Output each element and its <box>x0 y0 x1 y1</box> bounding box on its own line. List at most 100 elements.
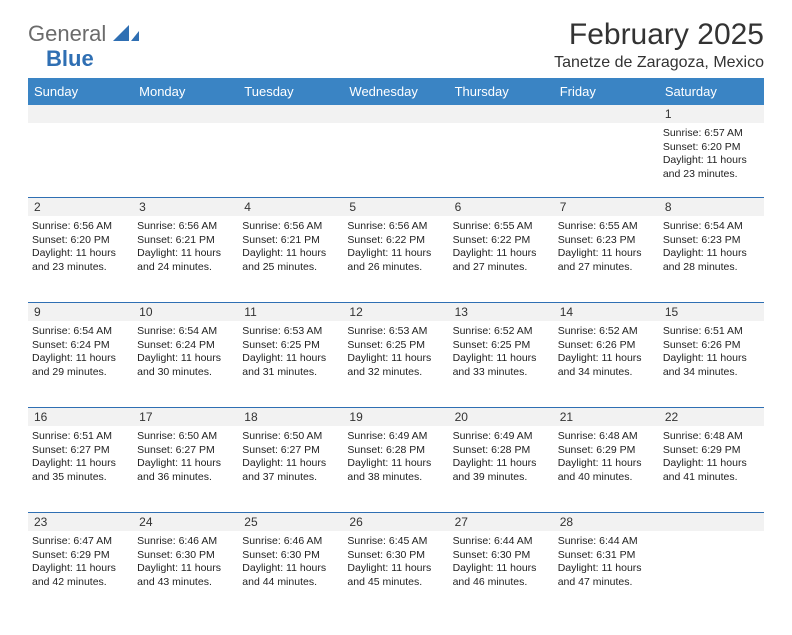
sunset-text: Sunset: 6:25 PM <box>242 339 339 353</box>
day-cell <box>343 123 448 197</box>
day-cell: Sunrise: 6:48 AMSunset: 6:29 PMDaylight:… <box>554 426 659 512</box>
dl1-text: Daylight: 11 hours <box>558 247 655 261</box>
header: General Blue February 2025 Tanetze de Za… <box>28 18 764 72</box>
day-cell: Sunrise: 6:55 AMSunset: 6:23 PMDaylight:… <box>554 216 659 302</box>
logo: General Blue <box>28 21 139 72</box>
sunset-text: Sunset: 6:20 PM <box>32 234 129 248</box>
month-title: February 2025 <box>554 18 764 52</box>
dl1-text: Daylight: 11 hours <box>137 562 234 576</box>
day-number: 5 <box>343 198 448 216</box>
dl1-text: Daylight: 11 hours <box>453 457 550 471</box>
day-number <box>133 105 238 123</box>
day-header-cell: Monday <box>133 78 238 105</box>
day-number: 24 <box>133 513 238 531</box>
week-row: Sunrise: 6:57 AMSunset: 6:20 PMDaylight:… <box>28 123 764 197</box>
sunrise-text: Sunrise: 6:46 AM <box>242 535 339 549</box>
sunrise-text: Sunrise: 6:54 AM <box>663 220 760 234</box>
sunrise-text: Sunrise: 6:57 AM <box>663 127 760 141</box>
dl2-text: and 28 minutes. <box>663 261 760 275</box>
day-number: 28 <box>554 513 659 531</box>
sunrise-text: Sunrise: 6:48 AM <box>558 430 655 444</box>
day-cell: Sunrise: 6:51 AMSunset: 6:27 PMDaylight:… <box>28 426 133 512</box>
day-number <box>238 105 343 123</box>
day-number-row: 9101112131415 <box>28 303 764 321</box>
dl2-text: and 26 minutes. <box>347 261 444 275</box>
day-cell: Sunrise: 6:49 AMSunset: 6:28 PMDaylight:… <box>343 426 448 512</box>
sunset-text: Sunset: 6:27 PM <box>32 444 129 458</box>
sunrise-text: Sunrise: 6:45 AM <box>347 535 444 549</box>
dl1-text: Daylight: 11 hours <box>453 247 550 261</box>
logo-sail-icon <box>113 23 139 46</box>
sunset-text: Sunset: 6:28 PM <box>347 444 444 458</box>
dl2-text: and 32 minutes. <box>347 366 444 380</box>
dl1-text: Daylight: 11 hours <box>347 352 444 366</box>
dl1-text: Daylight: 11 hours <box>663 352 760 366</box>
dl1-text: Daylight: 11 hours <box>242 457 339 471</box>
sunset-text: Sunset: 6:30 PM <box>453 549 550 563</box>
day-cell: Sunrise: 6:46 AMSunset: 6:30 PMDaylight:… <box>133 531 238 617</box>
dl1-text: Daylight: 11 hours <box>663 457 760 471</box>
day-number: 10 <box>133 303 238 321</box>
day-number: 9 <box>28 303 133 321</box>
day-number: 26 <box>343 513 448 531</box>
day-header-cell: Friday <box>554 78 659 105</box>
day-cell: Sunrise: 6:44 AMSunset: 6:30 PMDaylight:… <box>449 531 554 617</box>
day-number-row: 16171819202122 <box>28 408 764 426</box>
dl2-text: and 47 minutes. <box>558 576 655 590</box>
day-cell <box>449 123 554 197</box>
day-cell <box>133 123 238 197</box>
week-row: Sunrise: 6:51 AMSunset: 6:27 PMDaylight:… <box>28 426 764 512</box>
dl2-text: and 23 minutes. <box>663 168 760 182</box>
sunrise-text: Sunrise: 6:50 AM <box>242 430 339 444</box>
day-number: 17 <box>133 408 238 426</box>
sunset-text: Sunset: 6:26 PM <box>558 339 655 353</box>
sunrise-text: Sunrise: 6:46 AM <box>137 535 234 549</box>
sunset-text: Sunset: 6:30 PM <box>242 549 339 563</box>
day-number: 8 <box>659 198 764 216</box>
dl2-text: and 37 minutes. <box>242 471 339 485</box>
day-cell <box>659 531 764 617</box>
day-number: 14 <box>554 303 659 321</box>
dl2-text: and 34 minutes. <box>663 366 760 380</box>
sunrise-text: Sunrise: 6:52 AM <box>558 325 655 339</box>
day-cell: Sunrise: 6:51 AMSunset: 6:26 PMDaylight:… <box>659 321 764 407</box>
day-number: 12 <box>343 303 448 321</box>
sunset-text: Sunset: 6:23 PM <box>558 234 655 248</box>
sunrise-text: Sunrise: 6:44 AM <box>453 535 550 549</box>
day-cell: Sunrise: 6:50 AMSunset: 6:27 PMDaylight:… <box>133 426 238 512</box>
logo-block: General Blue <box>28 21 139 72</box>
day-cell: Sunrise: 6:44 AMSunset: 6:31 PMDaylight:… <box>554 531 659 617</box>
day-number: 15 <box>659 303 764 321</box>
sunrise-text: Sunrise: 6:55 AM <box>558 220 655 234</box>
sunrise-text: Sunrise: 6:53 AM <box>242 325 339 339</box>
day-number-row: 2345678 <box>28 198 764 216</box>
sunrise-text: Sunrise: 6:56 AM <box>32 220 129 234</box>
dl1-text: Daylight: 11 hours <box>32 562 129 576</box>
day-header-row: SundayMondayTuesdayWednesdayThursdayFrid… <box>28 78 764 105</box>
sunset-text: Sunset: 6:22 PM <box>347 234 444 248</box>
day-cell: Sunrise: 6:54 AMSunset: 6:24 PMDaylight:… <box>28 321 133 407</box>
day-cell: Sunrise: 6:52 AMSunset: 6:26 PMDaylight:… <box>554 321 659 407</box>
dl2-text: and 39 minutes. <box>453 471 550 485</box>
sunset-text: Sunset: 6:27 PM <box>242 444 339 458</box>
day-number-row: 232425262728 <box>28 513 764 531</box>
sunset-text: Sunset: 6:25 PM <box>453 339 550 353</box>
day-header-cell: Thursday <box>449 78 554 105</box>
dl2-text: and 40 minutes. <box>558 471 655 485</box>
day-number <box>554 105 659 123</box>
sunrise-text: Sunrise: 6:51 AM <box>32 430 129 444</box>
dl2-text: and 30 minutes. <box>137 366 234 380</box>
sunrise-text: Sunrise: 6:52 AM <box>453 325 550 339</box>
day-cell: Sunrise: 6:45 AMSunset: 6:30 PMDaylight:… <box>343 531 448 617</box>
sunrise-text: Sunrise: 6:51 AM <box>663 325 760 339</box>
day-number <box>343 105 448 123</box>
dl2-text: and 33 minutes. <box>453 366 550 380</box>
day-number: 1 <box>659 105 764 123</box>
dl2-text: and 45 minutes. <box>347 576 444 590</box>
dl2-text: and 31 minutes. <box>242 366 339 380</box>
dl2-text: and 42 minutes. <box>32 576 129 590</box>
dl1-text: Daylight: 11 hours <box>347 247 444 261</box>
day-cell: Sunrise: 6:56 AMSunset: 6:20 PMDaylight:… <box>28 216 133 302</box>
day-number: 22 <box>659 408 764 426</box>
dl1-text: Daylight: 11 hours <box>137 247 234 261</box>
